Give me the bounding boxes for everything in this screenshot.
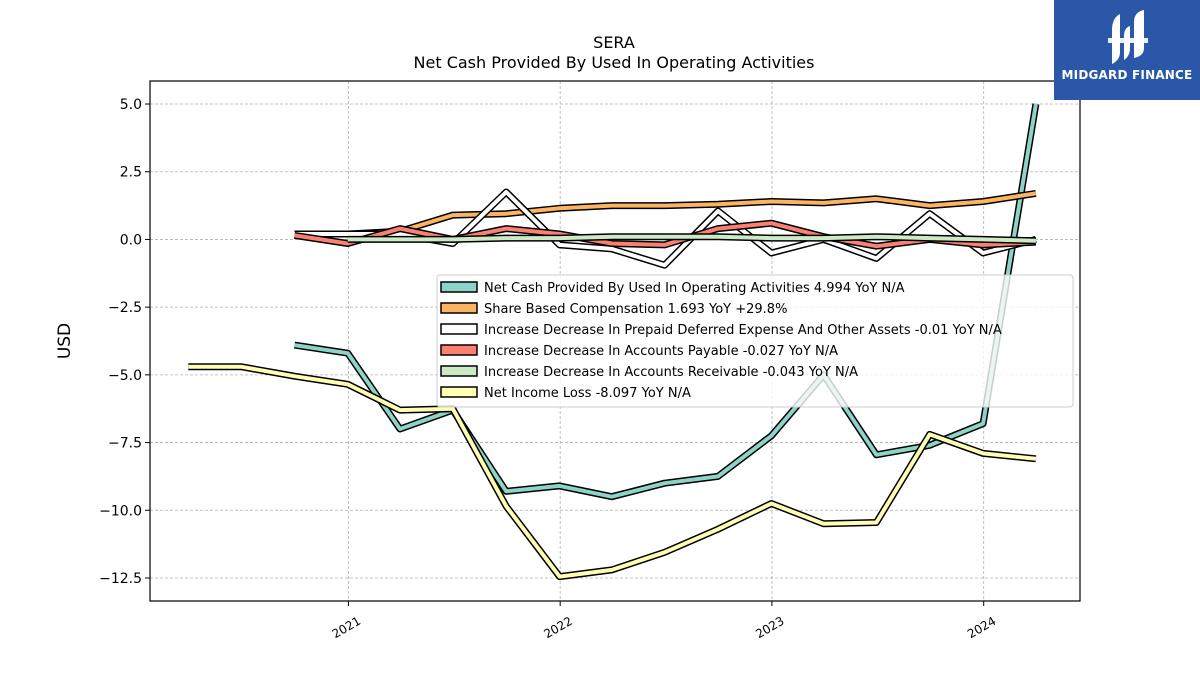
- y-tick-label: 2.5: [120, 165, 142, 181]
- legend-label: Increase Decrease In Accounts Payable -0…: [484, 344, 838, 359]
- series-line-1: [294, 191, 1037, 236]
- y-tick-label: −5.0: [108, 368, 142, 384]
- chart-title: SERA: [593, 33, 635, 52]
- legend-label: Increase Decrease In Accounts Receivable…: [484, 365, 858, 380]
- legend: Net Cash Provided By Used In Operating A…: [436, 274, 1074, 408]
- legend-label: Net Income Loss -8.097 YoY N/A: [484, 386, 691, 401]
- y-tick-label: −10.0: [99, 503, 142, 519]
- legend-swatch: [440, 365, 478, 377]
- y-tick-label: −2.5: [108, 300, 142, 316]
- series-line-4: [347, 234, 1036, 243]
- legend-swatch: [440, 302, 478, 314]
- legend-swatch: [440, 281, 478, 293]
- y-tick-label: 0.0: [120, 232, 142, 248]
- chart-subtitle: Net Cash Provided By Used In Operating A…: [414, 53, 815, 72]
- plot-frame: [149, 80, 1081, 602]
- y-axis-label: USD: [55, 323, 75, 359]
- x-tick-label: 2024: [965, 614, 998, 641]
- legend-swatch: [440, 386, 478, 398]
- x-tick-label: 2023: [753, 614, 786, 641]
- y-tick-label: 5.0: [120, 97, 142, 113]
- legend-swatch: [440, 344, 478, 356]
- series-lines: [188, 103, 1040, 581]
- legend-label: Net Cash Provided By Used In Operating A…: [484, 281, 905, 296]
- series-line-5: [188, 364, 1037, 579]
- legend-box: [436, 274, 1074, 408]
- series-line-0: [294, 103, 1038, 499]
- legend-label: Increase Decrease In Prepaid Deferred Ex…: [484, 323, 1002, 338]
- x-tick-label: 2022: [541, 614, 574, 641]
- legend-label: Share Based Compensation 1.693 YoY +29.8…: [484, 302, 787, 317]
- series-line-3: [294, 221, 1037, 249]
- x-tick-label: 2021: [330, 614, 363, 641]
- y-tick-label: −7.5: [108, 436, 142, 452]
- legend-swatch: [440, 323, 478, 335]
- brand-mark-icon: [1108, 10, 1148, 64]
- y-tick-label: −12.5: [99, 571, 142, 587]
- brand-logo: MIDGARD FINANCE: [1054, 0, 1200, 100]
- brand-name: MIDGARD FINANCE: [1061, 68, 1193, 82]
